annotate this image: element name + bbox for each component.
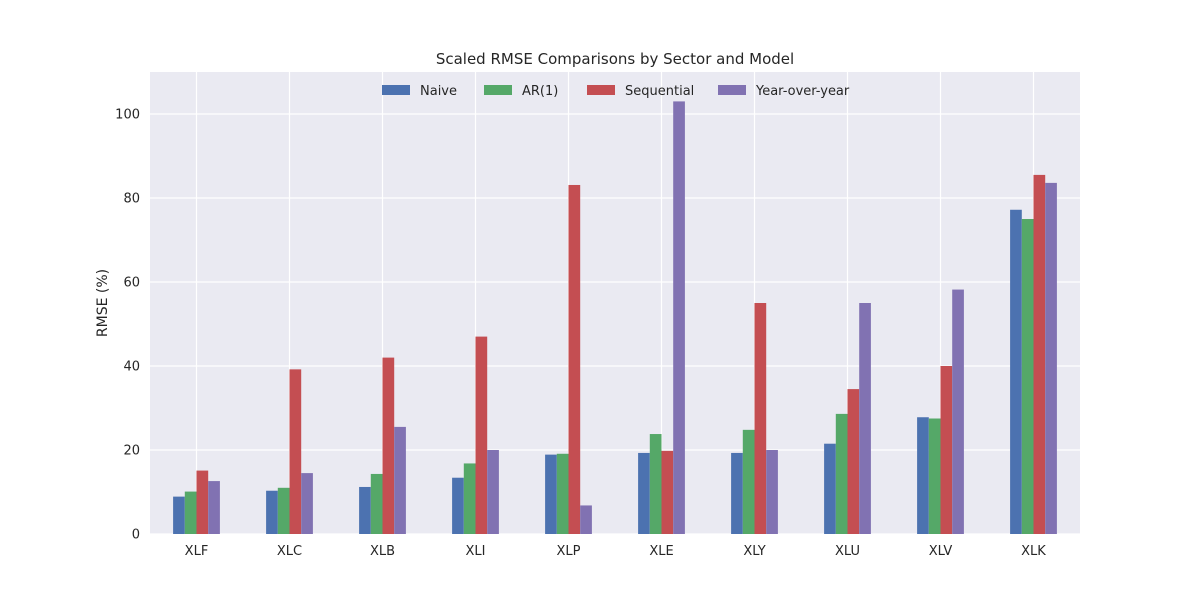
x-tick-label: XLU (835, 544, 860, 559)
bar (731, 452, 743, 534)
y-tick-label: 40 (123, 360, 140, 375)
bar (638, 452, 650, 534)
y-tick-label: 0 (132, 528, 140, 543)
bar (952, 289, 964, 534)
bar (1021, 219, 1034, 534)
bar (370, 473, 383, 534)
x-tick-label: XLV (929, 544, 953, 559)
bar (859, 303, 871, 534)
bar (556, 453, 569, 534)
bar (1033, 174, 1046, 534)
bar (394, 426, 406, 534)
legend-swatch (484, 85, 512, 95)
y-tick-label: 80 (123, 192, 140, 207)
bars (173, 101, 1057, 535)
bar (359, 486, 371, 534)
bar (452, 477, 464, 534)
bar (766, 450, 778, 534)
bar (940, 366, 953, 534)
bar (382, 357, 395, 534)
bar (301, 473, 313, 534)
x-tick-label: XLE (649, 544, 673, 559)
bar (1045, 182, 1057, 534)
x-tick-label: XLY (743, 544, 765, 559)
legend-label: Naive (420, 84, 457, 99)
y-axis-label: RMSE (%) (95, 269, 111, 337)
y-tick-label: 100 (115, 108, 140, 123)
x-tick-label: XLK (1021, 544, 1046, 559)
x-tick-label: XLF (185, 544, 209, 559)
x-tick-labels: XLF XLC XLB XLI XLP XLE XLY XLU XLV XLK (185, 544, 1047, 559)
legend-swatch (382, 85, 410, 95)
bar (463, 463, 476, 534)
bar (545, 454, 557, 534)
bar (824, 443, 836, 534)
bar (487, 450, 499, 534)
chart-title: Scaled RMSE Comparisons by Sector and Mo… (436, 50, 794, 68)
legend-swatch (587, 85, 615, 95)
legend-label: Year-over-year (755, 84, 850, 99)
bar (289, 369, 302, 534)
bar (673, 101, 685, 535)
bar (568, 184, 581, 535)
bar (266, 490, 278, 534)
bar (1010, 209, 1022, 534)
bar (661, 450, 674, 534)
bar (928, 418, 941, 534)
legend-swatch (718, 85, 746, 95)
x-tick-label: XLC (277, 544, 302, 559)
legend-label: AR(1) (522, 84, 558, 99)
x-tick-label: XLP (557, 544, 581, 559)
bar (173, 496, 185, 534)
y-tick-labels: 0 20 40 60 80 100 (115, 108, 140, 543)
x-tick-label: XLI (466, 544, 486, 559)
bar (835, 413, 848, 534)
bar (754, 303, 767, 534)
bar (196, 470, 209, 534)
bar (847, 389, 860, 534)
x-tick-label: XLB (370, 544, 395, 559)
legend-label: Sequential (625, 84, 694, 99)
bar (649, 434, 662, 534)
y-tick-label: 60 (123, 276, 140, 291)
bar (208, 481, 220, 534)
legend: Naive AR(1) Sequential Year-over-year (382, 84, 850, 99)
bar (580, 505, 592, 534)
bar (917, 417, 929, 534)
bar (184, 491, 197, 534)
y-tick-label: 20 (123, 444, 140, 459)
bar (277, 487, 290, 534)
bar (475, 336, 488, 534)
bar (742, 429, 755, 534)
